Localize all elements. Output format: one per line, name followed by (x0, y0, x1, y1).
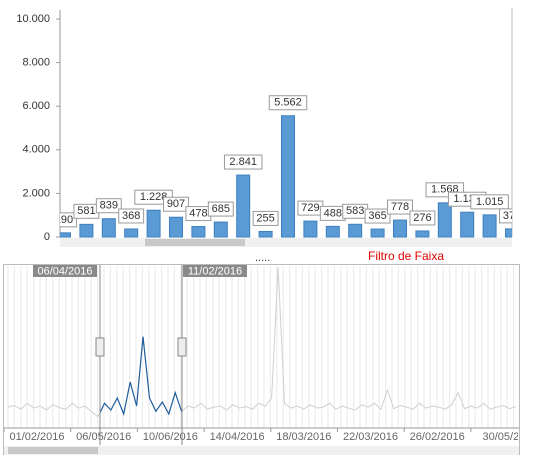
data-label-box (207, 201, 234, 217)
data-label: 190 (55, 214, 73, 226)
bar (124, 228, 139, 238)
data-label-box (364, 208, 391, 224)
x-tick-label: 01/02/2016 (9, 431, 64, 443)
y-tick-label: 10.000 (16, 13, 50, 25)
bar (325, 225, 340, 238)
x-tick-label: 06/05/2016 (76, 431, 131, 443)
data-label: 372 (503, 210, 521, 222)
data-label: 5.562 (274, 97, 302, 109)
data-label: 685 (212, 203, 230, 215)
data-label: 1.228 (140, 191, 168, 203)
selection-label: 11/02/2016 (188, 265, 242, 277)
range-scroll-thumb[interactable] (8, 447, 98, 454)
line (7, 267, 517, 418)
y-tick-label: 6.000 (22, 100, 50, 112)
data-label-box (470, 194, 509, 210)
x-tick-label: 22/03/2016 (343, 431, 398, 443)
status-text: ..... (255, 252, 270, 264)
bar (415, 230, 430, 238)
data-label-box (387, 199, 413, 215)
data-label-box (268, 95, 308, 111)
data-label-box (499, 208, 512, 224)
bar (101, 218, 116, 238)
range-filter-title: Filtro de Faixa (368, 249, 444, 263)
y-tick-label: 0 (44, 231, 50, 243)
bar (213, 221, 228, 238)
y-tick-label: 2.000 (22, 187, 50, 199)
bar (146, 209, 161, 238)
data-label: 488 (324, 207, 342, 219)
bar (191, 226, 206, 238)
y-tick-label: 8.000 (22, 57, 50, 69)
scrollbar[interactable] (60, 238, 512, 247)
selection-grip[interactable] (177, 337, 187, 357)
bar (303, 220, 318, 238)
data-label: 2.841 (229, 156, 257, 168)
data-label: 276 (413, 212, 431, 224)
data-label: 255 (256, 212, 274, 224)
bar (60, 232, 71, 238)
data-label: 478 (189, 207, 207, 219)
data-label-box (252, 210, 279, 226)
selection-grip[interactable] (95, 337, 105, 357)
data-label-box (409, 210, 436, 226)
bar (505, 228, 512, 238)
x-tick-label: 14/04/2016 (210, 431, 265, 443)
bar (370, 228, 385, 238)
data-label-box (118, 208, 145, 224)
x-tick-label: 18/03/2016 (276, 431, 331, 443)
range-panel (3, 264, 520, 455)
bar (281, 115, 295, 238)
bar (79, 223, 94, 238)
data-label-box (223, 154, 263, 170)
data-label: 907 (167, 198, 185, 210)
bar (482, 214, 497, 238)
bar (460, 211, 475, 238)
x-tick-label: 10/06/2016 (143, 431, 198, 443)
data-label-box (163, 196, 189, 212)
scroll-thumb[interactable] (145, 239, 245, 246)
range-scrollbar[interactable] (4, 446, 519, 455)
y-tick-label: 4.000 (22, 144, 50, 156)
data-label: 365 (368, 210, 386, 222)
data-label: 839 (100, 200, 118, 212)
bar (393, 219, 407, 238)
data-label: 1.015 (476, 196, 504, 208)
selection-label-box (33, 265, 97, 277)
selection-label: 06/04/2016 (37, 265, 92, 277)
data-label-box (95, 198, 122, 214)
data-label: 778 (391, 201, 409, 213)
data-label: 583 (346, 205, 364, 217)
bar (348, 223, 363, 238)
data-label: 581 (77, 205, 95, 217)
bar (258, 230, 273, 238)
x-tick-label: 26/02/2016 (410, 431, 465, 443)
bar (236, 174, 251, 238)
data-label: 368 (122, 210, 140, 222)
bar (437, 202, 452, 238)
data-label-box (60, 212, 77, 228)
selection-label-box (183, 265, 247, 277)
x-tick-label: 30/05/20 (482, 431, 525, 443)
data-label: 729 (301, 202, 319, 214)
bar (169, 216, 183, 238)
